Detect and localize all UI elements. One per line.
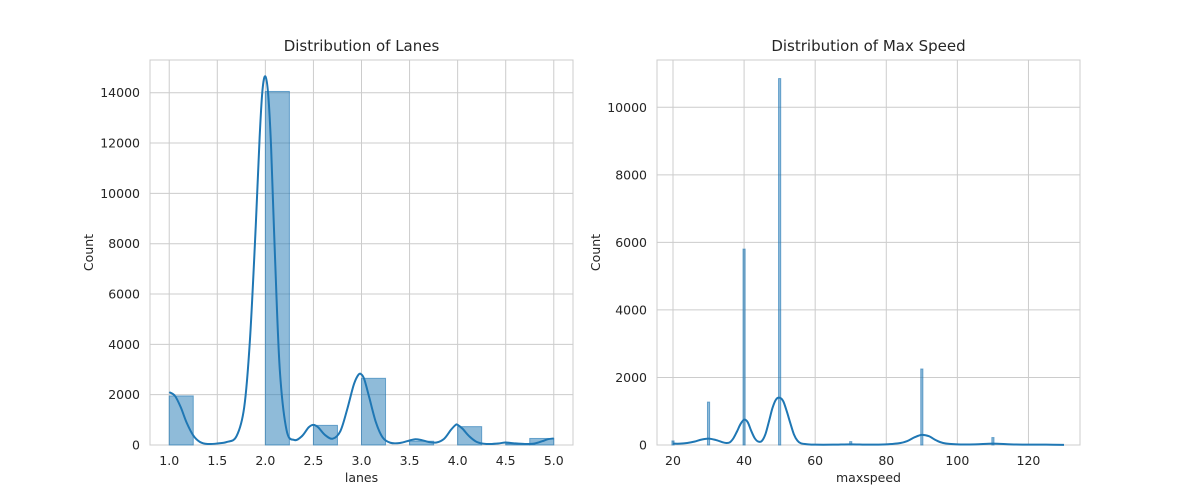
lanes-chart-title: Distribution of Lanes	[284, 37, 440, 55]
lanes-y-tick-label: 10000	[100, 186, 140, 201]
maxspeed-ticks: 20 40 60 80 100 120 0 2000 4000 6000 8000 10000	[607, 100, 1040, 468]
maxspeed-kde	[672, 396, 1065, 446]
maxspeed-y-tick-label: 0	[639, 438, 647, 453]
lanes-ticks: 1.0 1.5 2.0 2.5 3.0 3.5 4.0 4.5 5.0 0 2000 4000 6000…	[100, 85, 564, 468]
maxspeed-bar	[742, 248, 746, 446]
lanes-bar	[264, 90, 290, 446]
lanes-x-axis-label: lanes	[345, 470, 378, 485]
lanes-y-tick-label: 12000	[100, 136, 140, 151]
maxspeed-bars	[671, 78, 995, 446]
maxspeed-x-tick-label: 60	[807, 453, 823, 468]
lanes-x-tick-label: 1.5	[207, 453, 227, 468]
lanes-x-tick-label: 3.5	[400, 453, 420, 468]
lanes-y-tick-label: 4000	[108, 337, 140, 352]
lanes-bar	[168, 395, 194, 446]
lanes-y-tick-label: 0	[132, 438, 140, 453]
maxspeed-x-axis-label: maxspeed	[836, 470, 901, 485]
maxspeed-plot-frame	[656, 59, 1081, 446]
lanes-histogram-panel: 1.0 1.5 2.0 2.5 3.0 3.5 4.0 4.5 5.0 0 2000 4000 6000…	[81, 37, 574, 485]
maxspeed-kde-line	[672, 396, 1065, 446]
maxspeed-bar	[991, 437, 995, 446]
maxspeed-x-tick-label: 80	[878, 453, 894, 468]
lanes-x-tick-label: 1.0	[159, 453, 179, 468]
maxspeed-y-tick-label: 10000	[607, 100, 647, 115]
lanes-kde	[168, 75, 554, 446]
maxspeed-x-tick-label: 100	[945, 453, 969, 468]
maxspeed-x-tick-label: 120	[1017, 453, 1041, 468]
lanes-x-tick-label: 2.0	[255, 453, 275, 468]
maxspeed-bar	[706, 401, 711, 446]
maxspeed-y-tick-label: 2000	[615, 370, 647, 385]
lanes-y-axis-label: Count	[81, 234, 96, 271]
maxspeed-x-tick-label: 40	[736, 453, 752, 468]
lanes-y-tick-label: 2000	[108, 387, 140, 402]
lanes-y-tick-label: 14000	[100, 85, 140, 100]
maxspeed-y-axis-label: Count	[588, 234, 603, 271]
maxspeed-bar	[778, 78, 782, 446]
lanes-x-tick-label: 4.0	[448, 453, 468, 468]
lanes-x-tick-label: 2.5	[303, 453, 323, 468]
maxspeed-bar	[920, 368, 924, 446]
lanes-x-tick-label: 4.5	[496, 453, 516, 468]
maxspeed-grid	[656, 59, 1081, 446]
lanes-x-tick-label: 3.0	[352, 453, 372, 468]
lanes-x-tick-label: 5.0	[544, 453, 564, 468]
maxspeed-y-tick-label: 8000	[615, 167, 647, 182]
maxspeed-y-tick-label: 4000	[615, 302, 647, 317]
lanes-kde-line	[168, 75, 554, 446]
maxspeed-histogram-panel: 20 40 60 80 100 120 0 2000 4000 6000 8000 10000 Dis…	[588, 37, 1081, 485]
lanes-y-tick-label: 8000	[108, 236, 140, 251]
maxspeed-chart-title: Distribution of Max Speed	[771, 37, 965, 55]
lanes-y-tick-label: 6000	[108, 287, 140, 302]
maxspeed-y-tick-label: 6000	[615, 235, 647, 250]
maxspeed-x-tick-label: 20	[665, 453, 681, 468]
